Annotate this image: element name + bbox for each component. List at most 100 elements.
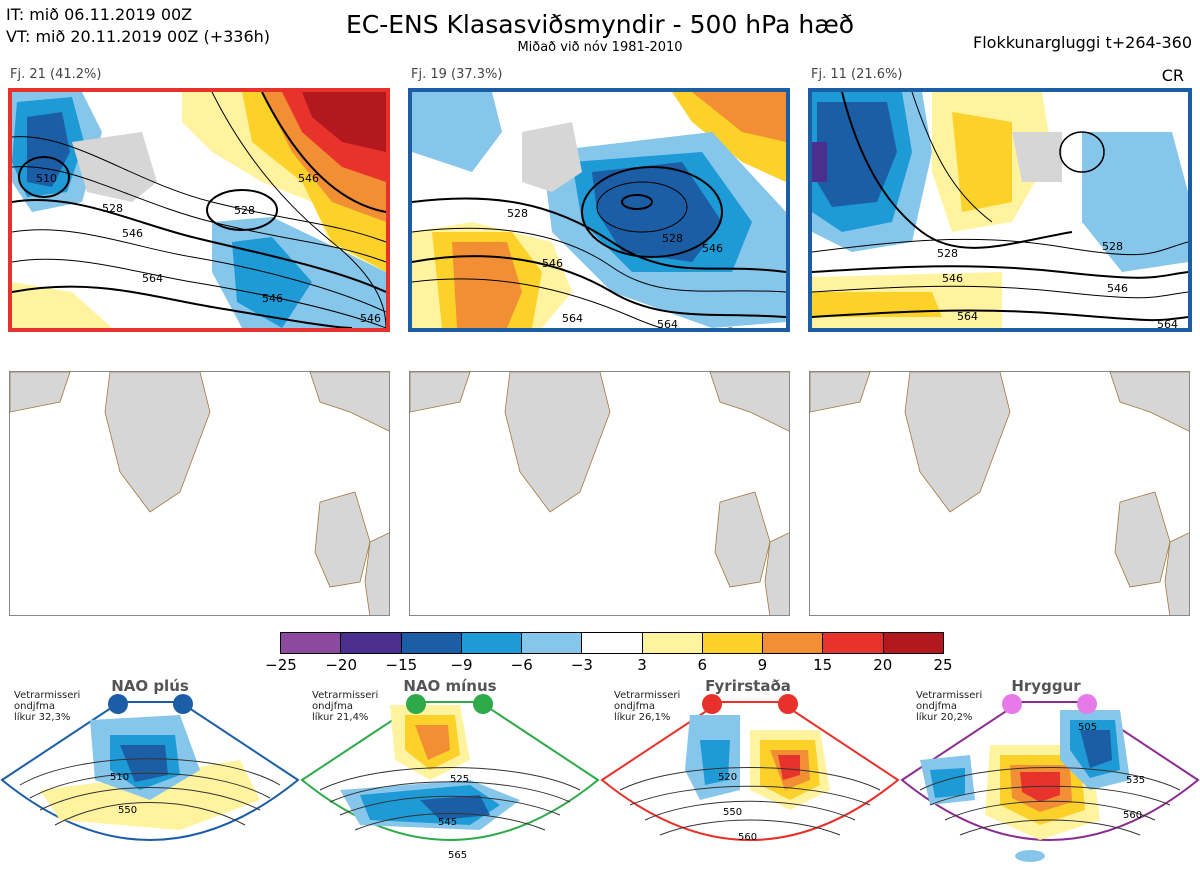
colorbar-tick-label: −9 [450,656,473,674]
regime-info-line: Vetrarmisseri [312,690,379,701]
colorbar-tick-label: −3 [570,656,593,674]
regime-marker [1002,694,1022,714]
contour-label: 528 [507,207,528,220]
regime-contour-label: 550 [118,805,137,816]
regime-map-ridge: 505 535 560 [900,694,1200,862]
colorbar-segment [341,633,402,653]
contour-label: 564 [562,312,583,325]
regime-contour-label: 525 [450,774,469,785]
contour-label: 546 [262,292,283,305]
regime-info-line: ondjfma [614,701,655,712]
run-tag: CR [1161,66,1184,85]
colorbar-segment [823,633,884,653]
contour-label: 546 [942,272,963,285]
colorbar-tick-label: −15 [385,656,418,674]
contour-label: 546 [542,257,563,270]
blank-map-1 [9,371,390,616]
regime-contour-label: 545 [438,817,457,828]
colorbar-tick-label: 9 [757,656,768,674]
contour-label: 564 [1157,318,1178,328]
colorbar-tick-label: −6 [510,656,533,674]
regime-info-line: líkur 21,4% [312,712,369,723]
regime-1-info: Vetrarmisseri ondjfma líkur 32,3% [14,690,80,723]
regime-marker [108,694,128,714]
contour-label: 546 [360,312,381,325]
regime-info-line: Vetrarmisseri [14,690,81,701]
regime-info-line: Vetrarmisseri [916,690,983,701]
regime-map-nao-minus: 525 545 565 [300,694,600,861]
contour-label: 546 [1107,282,1128,295]
regime-contour-label: 505 [1078,722,1097,733]
cluster-1-label: Fj. 21 (41.2%) [10,67,102,82]
regime-contour-label: 550 [723,807,742,818]
cluster-2-map[interactable]: 528 546 564 528 546 564 [408,88,790,332]
valid-time: VT: mið 20.11.2019 00Z (+336h) [6,27,271,46]
header-times: IT: mið 06.11.2019 00Z VT: mið 20.11.201… [6,4,270,48]
colorbar-segment [401,633,462,653]
contour-label: 546 [702,242,723,255]
regime-marker [1077,694,1097,714]
contour-label: 528 [937,247,958,260]
regime-contour-label: 565 [448,850,467,861]
colorbar-segment [702,633,764,653]
regime-info-line: ondjfma [916,701,957,712]
regime-contour-label: 520 [718,772,737,783]
contour-label: 528 [662,232,683,245]
regime-contour-label: 560 [1123,810,1142,821]
contour-label: 564 [657,318,678,328]
regime-1-title: NAO plús [111,677,189,695]
regime-info-line: líkur 32,3% [14,712,71,723]
colorbar-segment [582,633,643,653]
colorbar-tick-label: 20 [873,656,893,674]
contour-label: 546 [298,172,319,185]
regime-4-title: Hryggur [1011,677,1081,695]
colorbar-segment [642,633,703,653]
regime-3-title: Fyrirstaða [705,677,791,695]
regime-map-blocking: 520 550 560 [600,694,900,843]
regime-marker [702,694,722,714]
page-subtitle: Miðað við nóv 1981-2010 [517,40,683,55]
colorbar-tick-label: 25 [933,656,953,674]
colorbar-tick-label: −20 [325,656,357,674]
colorbar-segment [883,633,943,653]
regime-4-info: Vetrarmisseri ondjfma líkur 20,2% [916,690,982,723]
blank-map-3 [809,371,1190,616]
colorbar-segment [522,633,583,653]
regime-contour-label: 535 [1126,775,1145,786]
cluster-1-map[interactable]: 510 528 546 564 528 546 546 546 [8,88,390,332]
contour-label: 528 [234,204,255,217]
classification-window: Flokkunargluggi t+264-360 [973,33,1192,52]
regime-info-line: Vetrarmisseri [614,690,681,701]
initial-time: IT: mið 06.11.2019 00Z [6,5,193,24]
cluster-2-label: Fj. 19 (37.3%) [411,67,503,82]
contour-label: 564 [957,310,978,323]
contour-label: 528 [102,202,123,215]
colorbar-tick-label: −25 [265,656,297,674]
regime-contour-label: 560 [738,832,757,843]
regime-2-title: NAO mínus [403,677,497,695]
cluster-3-label: Fj. 11 (21.6%) [811,67,903,82]
regime-info-line: líkur 20,2% [916,712,973,723]
regime-3-info: Vetrarmisseri ondjfma líkur 26,1% [614,690,680,723]
colorbar [280,632,944,654]
regime-2-info: Vetrarmisseri ondjfma líkur 21,4% [312,690,378,723]
colorbar-tick-label: 15 [813,656,833,674]
contour-label: 546 [122,227,143,240]
regime-info-line: líkur 26,1% [614,712,671,723]
contour-label: 564 [142,272,163,285]
regime-marker [473,694,493,714]
contour-label: 528 [1102,240,1123,253]
blank-map-2 [409,371,790,616]
regime-info-line: ondjfma [312,701,353,712]
page-title: EC-ENS Klasasviðsmyndir - 500 hPa hæð [345,10,855,39]
regime-maps: 510 550 525 545 565 520 550 [0,694,1200,862]
cluster-3-map[interactable]: 528 546 564 528 546 564 [808,88,1192,332]
colorbar-segment [281,633,342,653]
colorbar-segment [461,633,523,653]
regime-marker [406,694,426,714]
colorbar-tick-label: 6 [697,656,708,674]
regime-info-line: ondjfma [14,701,55,712]
contour-label: 510 [36,172,57,185]
regime-marker [173,694,193,714]
colorbar-tick-label: 3 [637,656,647,674]
